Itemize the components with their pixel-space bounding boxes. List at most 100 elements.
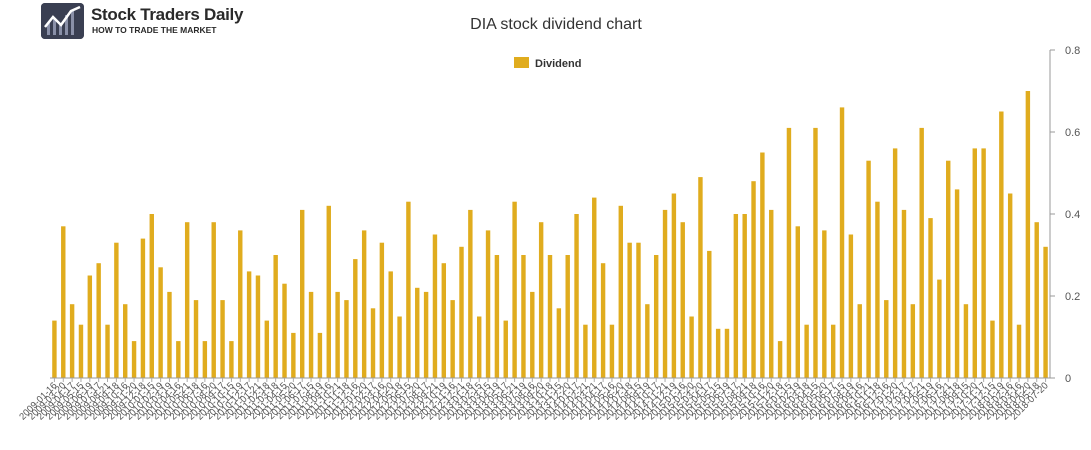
bar bbox=[264, 320, 270, 378]
chart-legend: Dividend bbox=[514, 57, 581, 70]
x-axis: 2009-01-162009-03-202009-04-172009-05-15… bbox=[17, 377, 1051, 422]
bar bbox=[662, 209, 668, 378]
bar bbox=[618, 205, 623, 378]
bar bbox=[760, 152, 765, 378]
bar bbox=[680, 222, 685, 378]
bar bbox=[963, 304, 969, 378]
bar bbox=[423, 291, 429, 378]
bar bbox=[238, 230, 243, 378]
bar bbox=[981, 148, 986, 378]
legend-label-dividend: Dividend bbox=[535, 58, 581, 70]
bar bbox=[583, 324, 588, 378]
bar bbox=[300, 209, 305, 378]
bar bbox=[910, 304, 916, 378]
bar bbox=[1043, 246, 1048, 378]
bar bbox=[1007, 193, 1013, 378]
bar bbox=[255, 275, 261, 378]
bar bbox=[769, 209, 774, 378]
bar bbox=[830, 324, 836, 378]
bar bbox=[273, 255, 278, 378]
bar bbox=[193, 300, 199, 378]
bar bbox=[291, 332, 296, 378]
bar bbox=[884, 300, 889, 378]
bars bbox=[52, 91, 1048, 379]
bar bbox=[848, 234, 854, 378]
bar bbox=[1034, 222, 1039, 378]
bar bbox=[866, 160, 871, 378]
bar bbox=[689, 316, 694, 378]
bar bbox=[538, 222, 544, 378]
bar bbox=[140, 238, 146, 378]
y-tick-label: 0.8 bbox=[1065, 45, 1080, 57]
bar bbox=[184, 222, 190, 378]
bar bbox=[105, 324, 110, 378]
bar bbox=[698, 177, 703, 378]
bar bbox=[777, 341, 783, 378]
bar bbox=[450, 300, 455, 378]
bar bbox=[600, 263, 606, 378]
bar bbox=[786, 127, 792, 379]
bar bbox=[645, 304, 650, 378]
bar bbox=[795, 226, 800, 378]
bar bbox=[459, 246, 464, 378]
y-tick-label: 0.4 bbox=[1065, 209, 1080, 221]
bar bbox=[476, 316, 482, 378]
bar bbox=[804, 324, 809, 378]
bar bbox=[751, 181, 756, 378]
bar bbox=[167, 291, 172, 378]
bar bbox=[901, 209, 907, 378]
y-axis: 0 0.2 0.4 0.6 0.8 bbox=[1049, 45, 1080, 385]
chart-title: DIA stock dividend chart bbox=[470, 16, 642, 33]
bar bbox=[335, 291, 340, 378]
bar bbox=[1025, 91, 1031, 378]
logo-name: Stock Traders Daily bbox=[91, 5, 244, 24]
bar bbox=[379, 242, 385, 378]
bar bbox=[87, 275, 93, 378]
bar bbox=[220, 300, 225, 378]
bar bbox=[415, 287, 420, 378]
bar bbox=[813, 127, 818, 379]
logo-tagline: HOW TO TRADE THE MARKET bbox=[92, 25, 217, 35]
bar bbox=[857, 304, 862, 378]
bar bbox=[733, 214, 739, 378]
bar bbox=[556, 308, 562, 378]
bar bbox=[592, 197, 597, 378]
bar bbox=[875, 201, 880, 378]
bar bbox=[724, 328, 730, 378]
bar bbox=[61, 226, 66, 378]
bar bbox=[211, 222, 216, 378]
bar bbox=[326, 205, 331, 378]
bar bbox=[308, 291, 314, 378]
y-tick-label: 0.6 bbox=[1065, 127, 1080, 139]
bar bbox=[344, 300, 349, 378]
bar bbox=[158, 267, 163, 378]
bar bbox=[494, 255, 500, 378]
bar bbox=[707, 250, 712, 378]
bar bbox=[946, 160, 951, 378]
bar bbox=[69, 304, 75, 378]
bar bbox=[441, 263, 447, 378]
bar bbox=[954, 189, 960, 378]
logo-chart-icon bbox=[41, 3, 84, 39]
bar bbox=[282, 283, 287, 378]
bar bbox=[521, 255, 526, 378]
bar bbox=[353, 259, 358, 378]
bar bbox=[503, 320, 508, 378]
bar bbox=[468, 209, 473, 378]
y-tick-label: 0.2 bbox=[1065, 291, 1080, 303]
bar bbox=[990, 320, 995, 378]
bar bbox=[919, 127, 924, 379]
legend-swatch bbox=[514, 57, 529, 68]
logo: Stock Traders Daily HOW TO TRADE THE MAR… bbox=[41, 3, 244, 39]
bar bbox=[432, 234, 438, 378]
bar bbox=[485, 230, 491, 378]
bar bbox=[574, 214, 579, 378]
bar bbox=[565, 255, 570, 378]
bar bbox=[715, 328, 721, 378]
bar bbox=[246, 271, 252, 378]
bar bbox=[114, 242, 119, 378]
bar bbox=[999, 111, 1004, 378]
bar bbox=[972, 148, 977, 378]
bar bbox=[839, 107, 845, 379]
bar bbox=[176, 341, 181, 378]
